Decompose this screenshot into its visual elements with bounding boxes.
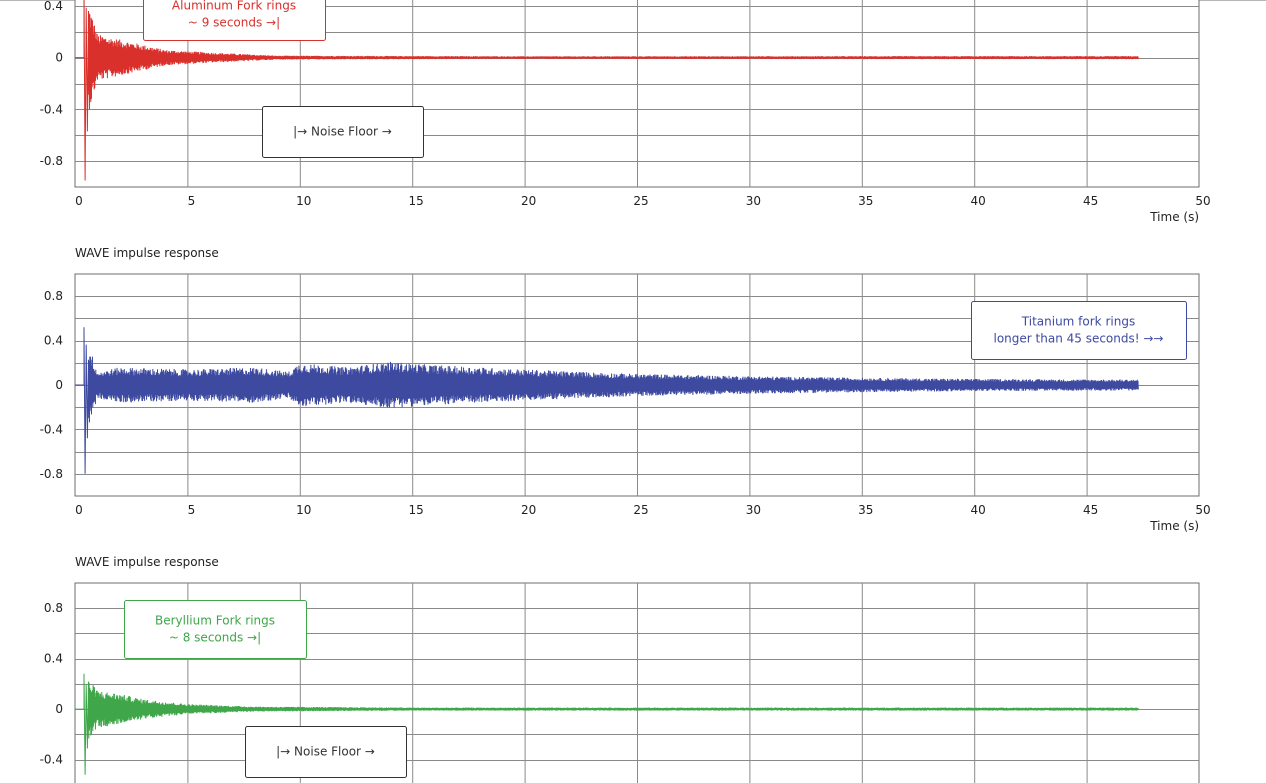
x-axis-title: Time (s) <box>1149 210 1199 224</box>
y-tick-label: 0 <box>55 378 63 392</box>
y-tick-label: 0 <box>55 51 63 65</box>
x-tick-label: 40 <box>971 503 986 517</box>
x-tick-label: 35 <box>858 194 873 208</box>
y-tick-label: 0.8 <box>44 601 63 615</box>
y-tick-label: 0.4 <box>44 652 63 666</box>
chart-3: WAVE impulse response 0.8 0.4 0 -0.4 Berylliu… <box>40 555 1200 783</box>
annotation-border <box>143 0 326 41</box>
x-tick-label: 30 <box>746 194 761 208</box>
annotation-text: |→ Noise Floor → <box>276 745 375 759</box>
x-tick-label: 20 <box>521 194 536 208</box>
x-tick-label: 35 <box>858 503 873 517</box>
x-tick-label: 50 <box>1195 194 1210 208</box>
x-tick-label: 5 <box>188 194 196 208</box>
x-tick-label: 5 <box>188 503 196 517</box>
annotation-text: |→ Noise Floor → <box>293 125 392 139</box>
annotation-box: Titanium fork rings longer than 45 second… <box>971 301 1187 360</box>
chart-2: WAVE impulse response 0.8 0.4 0 -0.4 -0.8 0 5 10… <box>40 246 1211 533</box>
waveform-series <box>75 0 1139 181</box>
x-tick-label: 25 <box>633 194 648 208</box>
annotation-border <box>245 726 407 778</box>
y-tick-label: -0.4 <box>40 753 63 767</box>
annotation-text: Beryllium Fork rings <box>155 614 275 628</box>
annotation-text: longer than 45 seconds! →→ <box>994 332 1164 346</box>
annotation-border <box>971 301 1187 360</box>
annotation-text: Titanium fork rings <box>1021 315 1135 329</box>
x-tick-label: 50 <box>1195 503 1210 517</box>
chart-title: WAVE impulse response <box>75 555 219 569</box>
annotation-box: Beryllium Fork rings ~ 8 seconds →| <box>124 600 307 659</box>
x-tick-label: 0 <box>75 194 83 208</box>
annotation-box: |→ Noise Floor → <box>262 106 424 158</box>
annotation-text: ~ 9 seconds →| <box>188 16 280 30</box>
x-tick-label: 15 <box>409 194 424 208</box>
annotation-box: |→ Noise Floor → <box>245 726 407 778</box>
y-tick-label: -0.4 <box>40 102 63 116</box>
annotation-box: Aluminum Fork rings ~ 9 seconds →| <box>143 0 326 41</box>
y-tick-label: -0.8 <box>40 154 63 168</box>
chart-1: 0.4 0 -0.4 -0.8 0 5 10 15 20 25 30 35 40 45 50 Time (s)… <box>40 0 1211 224</box>
waveform-series <box>75 673 1139 775</box>
annotation-text: ~ 8 seconds →| <box>169 631 261 645</box>
x-axis-title: Time (s) <box>1149 519 1199 533</box>
x-tick-label: 30 <box>746 503 761 517</box>
x-tick-label: 45 <box>1083 503 1098 517</box>
annotation-border <box>262 106 424 158</box>
y-tick-label: 0.8 <box>44 289 63 303</box>
y-tick-label: 0.4 <box>44 334 63 348</box>
x-tick-label: 15 <box>409 503 424 517</box>
y-tick-label: -0.8 <box>40 467 63 481</box>
chart-title: WAVE impulse response <box>75 246 219 260</box>
x-tick-label: 40 <box>971 194 986 208</box>
y-tick-label: -0.4 <box>40 422 63 436</box>
x-tick-label: 45 <box>1083 194 1098 208</box>
x-tick-label: 10 <box>296 194 311 208</box>
x-tick-label: 0 <box>75 503 83 517</box>
x-tick-label: 25 <box>633 503 648 517</box>
x-tick-label: 10 <box>296 503 311 517</box>
annotation-border <box>124 600 307 659</box>
x-tick-label: 20 <box>521 503 536 517</box>
annotation-text: Aluminum Fork rings <box>172 0 296 13</box>
waveform-series <box>75 327 1139 474</box>
y-tick-label: 0 <box>55 702 63 716</box>
y-tick-label: 0.4 <box>44 0 63 13</box>
